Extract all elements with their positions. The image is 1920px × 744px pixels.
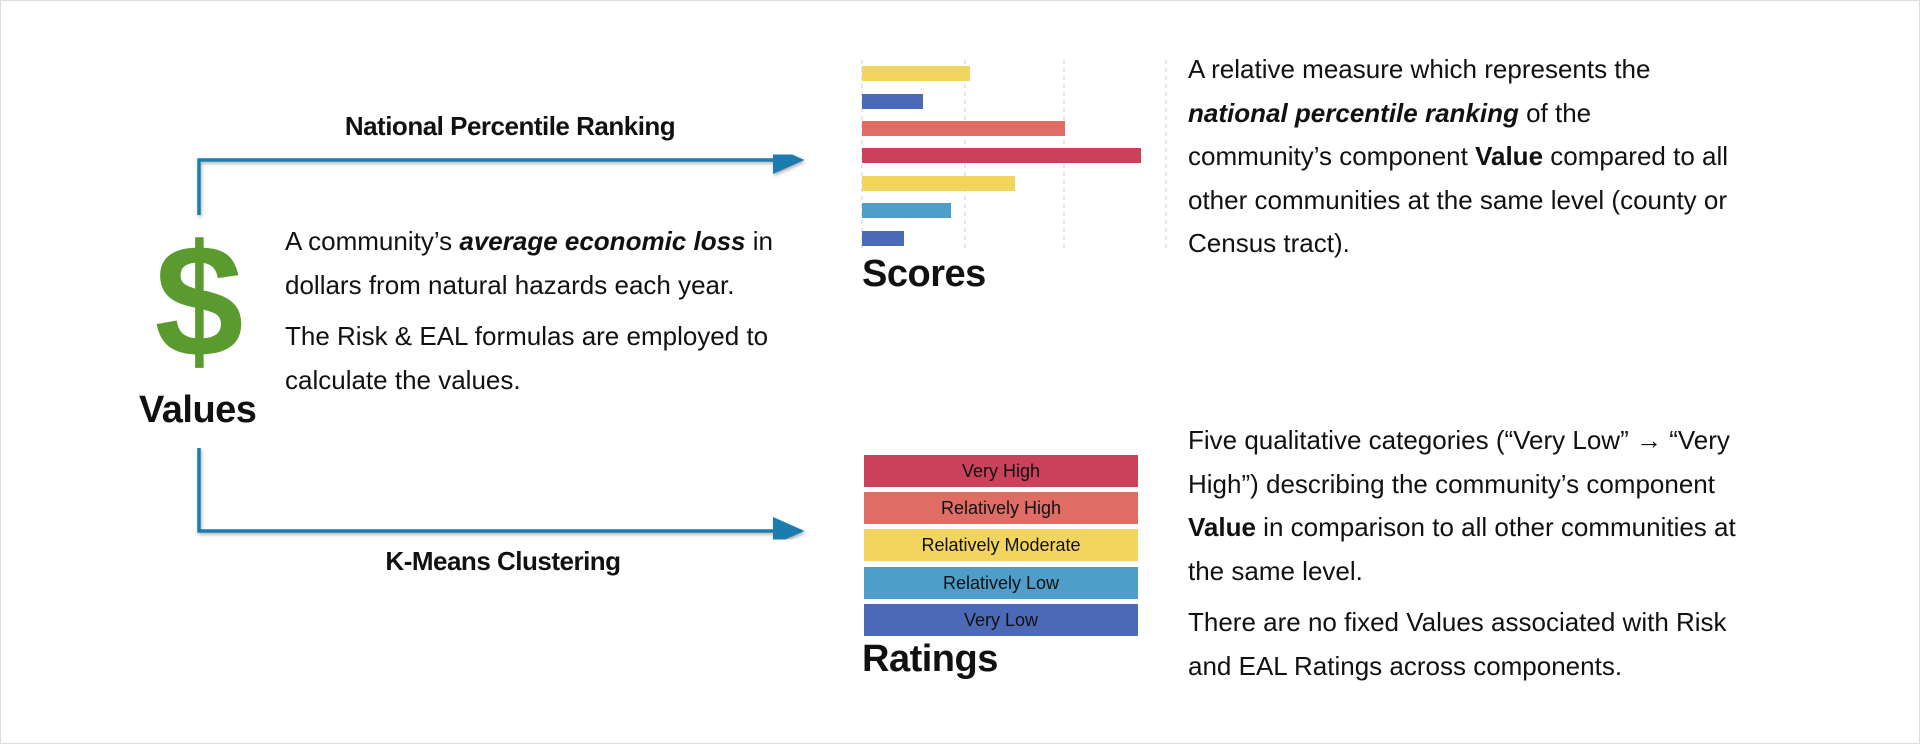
arrow-top bbox=[197, 146, 805, 215]
text: in comparison to all other communities a… bbox=[1188, 512, 1736, 586]
emphasis: Value bbox=[1188, 512, 1256, 542]
bottom-label: K-Means Clustering bbox=[385, 546, 621, 576]
text: compared to all other communities at the… bbox=[1188, 141, 1729, 258]
text: Five qualitative categories (“Very Low” … bbox=[1188, 425, 1730, 499]
paragraph: Five qualitative categories (“Very Low” … bbox=[1188, 419, 1748, 593]
text: A relative measure which represents the bbox=[1188, 54, 1651, 84]
text: in dollars from natural hazards each yea… bbox=[285, 226, 773, 300]
values-text: A community’s average economic loss in d… bbox=[285, 220, 785, 410]
text: There are no fixed Values associated wit… bbox=[1188, 607, 1727, 681]
text: The Risk & EAL formulas are employed to … bbox=[285, 321, 769, 395]
arrow-bottom bbox=[197, 448, 805, 545]
paragraph: A relative measure which represents the … bbox=[1188, 48, 1733, 266]
paragraph: A community’s average economic loss in d… bbox=[285, 220, 785, 307]
rating-label: Relatively Moderate bbox=[921, 535, 1080, 555]
emphasis: national percentile ranking bbox=[1188, 97, 1519, 128]
ratings-title: Ratings bbox=[862, 638, 998, 680]
text: of the community’s component bbox=[1188, 97, 1592, 172]
scores-icon bbox=[861, 60, 1141, 252]
scores-title: Scores bbox=[862, 253, 986, 295]
ratings-scale: Very High Relatively High Relatively Mod… bbox=[864, 455, 1138, 636]
values-title: Values bbox=[139, 389, 257, 431]
emphasis: Value bbox=[1475, 141, 1544, 171]
scores-text: A relative measure which represents the … bbox=[1188, 48, 1733, 274]
rating-label: Relatively Low bbox=[943, 573, 1060, 593]
dollar-icon: $ bbox=[155, 211, 244, 390]
rating-label: Relatively High bbox=[941, 498, 1061, 518]
top-label: National Percentile Ranking bbox=[344, 111, 676, 141]
rating-label: Very High bbox=[962, 461, 1040, 481]
rating-label: Very Low bbox=[964, 610, 1039, 630]
paragraph: There are no fixed Values associated wit… bbox=[1188, 601, 1748, 688]
paragraph: The Risk & EAL formulas are employed to … bbox=[285, 315, 785, 402]
emphasis: average economic loss bbox=[459, 226, 746, 256]
ratings-text: Five qualitative categories (“Very Low” … bbox=[1188, 419, 1748, 696]
text: A community’s bbox=[285, 226, 460, 256]
